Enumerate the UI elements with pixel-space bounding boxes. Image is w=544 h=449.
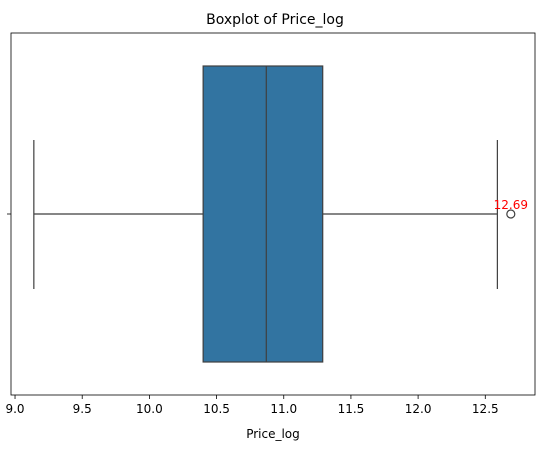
chart-title: Boxplot of Price_log bbox=[206, 12, 344, 28]
x-tick-label: 11.5 bbox=[338, 402, 365, 416]
x-tick-label: 12.0 bbox=[405, 402, 432, 416]
x-tick-label: 10.0 bbox=[136, 402, 163, 416]
iqr-box bbox=[202, 65, 324, 363]
x-axis: 9.0 9.5 10.0 10.5 11.0 11.5 12.0 12.5 bbox=[5, 395, 499, 416]
x-tick-label: 12.5 bbox=[472, 402, 499, 416]
outlier-annotation: 12.69 bbox=[494, 198, 528, 212]
x-tick-label: 10.5 bbox=[203, 402, 230, 416]
x-tick-label: 9.5 bbox=[73, 402, 92, 416]
x-tick-label: 11.0 bbox=[270, 402, 297, 416]
plot-area: 12.69 bbox=[33, 65, 528, 363]
outlier-point bbox=[506, 209, 516, 219]
x-tick-label: 9.0 bbox=[5, 402, 24, 416]
x-axis-label: Price_log bbox=[246, 427, 300, 441]
